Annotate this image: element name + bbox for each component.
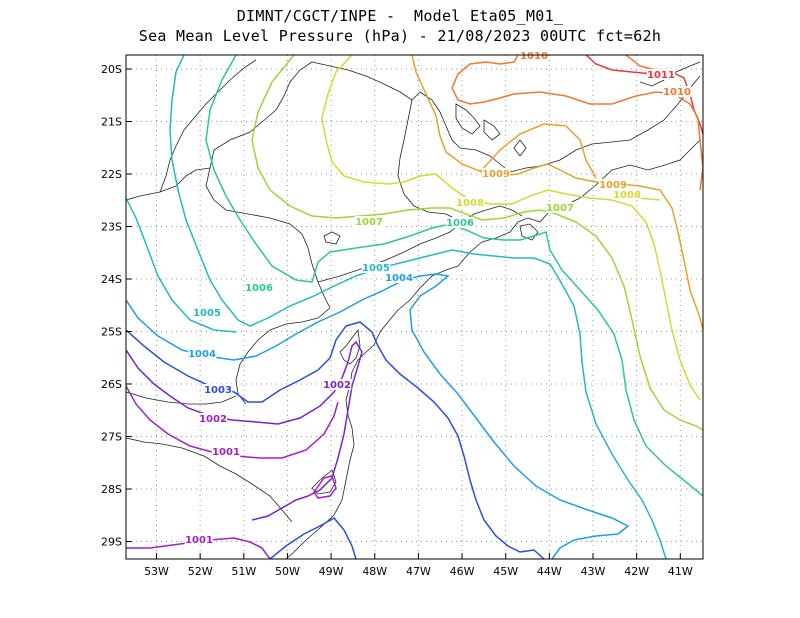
lat-tick-label: 26S <box>101 378 122 391</box>
isobar-label-bg <box>481 168 511 179</box>
lat-tick-label: 25S <box>101 326 122 339</box>
isobar-label: 1007 <box>355 217 383 228</box>
lat-tick-label: 21S <box>101 116 122 129</box>
isobar-1003 <box>126 321 545 559</box>
isobar-1008 <box>321 55 701 401</box>
isobar-label-bg <box>455 197 485 208</box>
lon-tick-label: 45W <box>493 565 518 578</box>
isobar-label: 1001 <box>212 447 240 458</box>
isobar-label-bg <box>361 262 391 273</box>
lat-tick-label: 23S <box>101 221 122 234</box>
isobar-label: 1009 <box>482 169 510 180</box>
isobar-label-bg <box>354 216 384 227</box>
isobar-labels: 1011101010101009100910081008100710071006… <box>184 50 692 546</box>
lon-tick-label: 41W <box>668 565 693 578</box>
axis-tick-labels: 53W 52W 51W 50W 49W 48W 47W 46W 45W 44W 43W 42W 41W 2… <box>101 63 693 578</box>
isobar-label: 1006 <box>245 283 273 294</box>
isobar-label: 1011 <box>647 70 675 81</box>
isobar-label: 1002 <box>199 414 227 425</box>
isobar-label: 1003 <box>204 385 232 396</box>
axis-ticks <box>126 68 681 559</box>
isobar-label: 1001 <box>185 535 213 546</box>
lat-tick-label: 29S <box>101 536 122 549</box>
lon-tick-label: 46W <box>450 565 475 578</box>
lat-tick-label: 22S <box>101 168 122 181</box>
isobar-1004 <box>126 273 630 559</box>
lon-tick-label: 51W <box>231 565 256 578</box>
isobar-label-bg <box>192 307 222 318</box>
isobar-label: 1008 <box>613 190 641 201</box>
isobar-1010 <box>451 55 703 191</box>
lon-tick-label: 43W <box>581 565 606 578</box>
isobar-1009 <box>411 55 703 331</box>
lat-tick-label: 24S <box>101 273 122 286</box>
map-title-line2: Sea Mean Level Pressure (hPa) - 21/08/20… <box>138 27 662 45</box>
lon-tick-label: 50W <box>275 565 300 578</box>
isobar-label-bg <box>445 217 475 228</box>
lon-tick-label: 48W <box>362 565 387 578</box>
isobar-label-bg <box>198 413 228 424</box>
isobar-label-bg <box>646 69 676 80</box>
isobar-1007 <box>251 55 703 431</box>
isobar-label-bg <box>203 384 233 395</box>
isobar-label: 1010 <box>663 87 691 98</box>
isobar-label-bg <box>662 86 692 97</box>
lat-lon-grid <box>126 55 703 559</box>
isobar-label-bg <box>612 189 642 200</box>
isobar-1005 <box>169 55 667 559</box>
isobar-label: 1009 <box>599 180 627 191</box>
isobar-label: 1010 <box>520 51 548 62</box>
isobar-label: 1004 <box>385 273 413 284</box>
lon-tick-label: 44W <box>537 565 562 578</box>
isobar-label: 1002 <box>323 380 351 391</box>
lon-tick-label: 47W <box>406 565 431 578</box>
isobar-label-bg <box>322 379 352 390</box>
isobar-label-bg <box>384 272 414 283</box>
isobar-label: 1004 <box>188 349 216 360</box>
map-title-line1: DIMNT/CGCT/INPE - Model Eta05_M01_ <box>236 7 564 25</box>
lat-tick-label: 28S <box>101 483 122 496</box>
lon-tick-label: 42W <box>624 565 649 578</box>
coastline-borders <box>126 59 701 559</box>
lon-tick-label: 52W <box>188 565 213 578</box>
isobar-label: 1006 <box>446 218 474 229</box>
isobar-label: 1008 <box>456 198 484 209</box>
isobar-label-bg <box>545 202 575 213</box>
isobar-label: 1005 <box>362 263 390 274</box>
isobar-label-bg <box>598 179 628 190</box>
lon-tick-label: 49W <box>319 565 344 578</box>
isobar-label: 1005 <box>193 308 221 319</box>
isobar-label-bg <box>184 534 214 545</box>
lat-tick-label: 20S <box>101 63 122 76</box>
isobar-label-bg <box>244 282 274 293</box>
map-frame <box>125 54 704 560</box>
isobar-label-bg <box>187 348 217 359</box>
isobar-label-bg <box>211 446 241 457</box>
lon-tick-label: 53W <box>144 565 169 578</box>
lat-tick-label: 27S <box>101 431 122 444</box>
isobar-label: 1007 <box>546 203 574 214</box>
